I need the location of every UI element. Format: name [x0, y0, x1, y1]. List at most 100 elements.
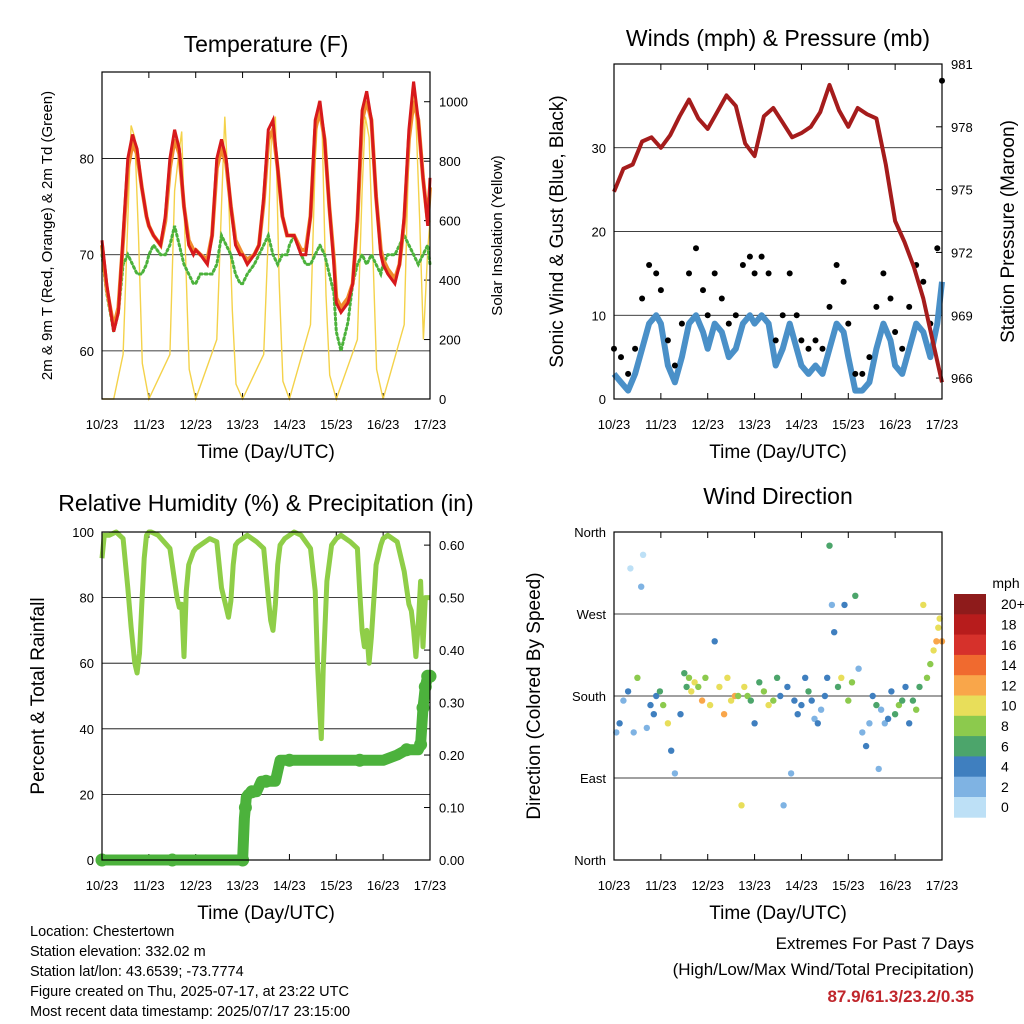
plot-frame: [613, 531, 943, 861]
direction-point: [727, 697, 735, 704]
y-axis-label: 2m & 9m T (Red, Orange) & 2m Td (Green): [39, 91, 56, 380]
y-tick-label: 20: [592, 225, 606, 240]
x-tick-label: 10/23: [86, 878, 119, 893]
direction-point: [798, 701, 805, 709]
direction-point: [884, 715, 892, 722]
gust-point: [880, 270, 887, 277]
direction-point: [824, 674, 831, 681]
direction-point: [685, 674, 693, 681]
direction-point: [760, 688, 768, 695]
colorbar-label: 6: [1001, 738, 1009, 754]
gust-point: [873, 303, 880, 310]
elevation-text: Station elevation: 332.02 m: [30, 944, 206, 960]
gust-point: [779, 312, 786, 319]
chart-title: Relative Humidity (%) & Precipitation (i…: [58, 490, 473, 516]
x-tick-label: 11/23: [133, 878, 165, 893]
direction-point: [828, 601, 836, 609]
gust-point: [700, 287, 706, 294]
gust-point: [711, 270, 718, 277]
y-tick-label: 0: [599, 392, 606, 407]
direction-point: [888, 688, 895, 695]
y-tick-label: North: [574, 853, 606, 868]
chart-title: Wind Direction: [703, 483, 853, 509]
location-text: Location: Chestertown: [30, 924, 175, 940]
y-tick-label: 80: [80, 591, 94, 606]
direction-point: [930, 647, 937, 654]
direction-point: [808, 697, 815, 704]
colorbar-label: 4: [1001, 759, 1009, 775]
x-tick-label: 10/23: [598, 417, 631, 432]
x-tick-label: 12/23: [179, 878, 212, 893]
y-tick-label: South: [572, 689, 606, 704]
y-right-tick-label: 200: [439, 333, 461, 348]
direction-point: [660, 701, 667, 709]
recent-timestamp-text: Most recent data timestamp: 2025/07/17 2…: [30, 1004, 351, 1020]
direction-point: [624, 688, 632, 695]
y-axis-label: Direction (Colored By Speed): [524, 572, 545, 819]
gust-point: [678, 320, 685, 327]
direction-point: [751, 720, 758, 727]
direction-point: [838, 674, 845, 681]
y-right-axis-label: Station Pressure (Maroon): [998, 120, 1019, 343]
precip-point: [238, 801, 252, 814]
direction-point: [811, 715, 818, 722]
gust-point: [786, 270, 793, 277]
gust-point: [826, 303, 833, 310]
direction-point: [744, 692, 751, 700]
gust-point: [892, 329, 899, 335]
direction-point: [683, 683, 690, 691]
colorbar: mph 20+ 18 16 14 12 10 8 6 4 2 0: [954, 575, 1024, 818]
gust-point: [852, 370, 859, 377]
x-tick-label: 13/23: [226, 878, 259, 893]
gust-point: [793, 312, 800, 319]
series-temp-2m: [100, 81, 432, 333]
y-right-tick-label: 600: [439, 214, 461, 229]
gust-point: [899, 345, 906, 352]
direction-point: [765, 701, 772, 709]
y-tick-label: North: [574, 525, 606, 540]
x-tick-label: 16/23: [879, 417, 912, 432]
gust-point: [618, 354, 624, 361]
colorbar-swatch: [954, 594, 986, 615]
x-tick-label: 14/23: [273, 417, 306, 432]
extremes-title: Extremes For Past 7 Days: [775, 934, 974, 953]
direction-point: [620, 697, 627, 704]
gust-point: [859, 370, 866, 377]
y-tick-label: 80: [80, 152, 94, 167]
y-tick-label: 40: [80, 722, 94, 737]
x-tick-label: 16/23: [879, 878, 912, 893]
gust-point: [866, 354, 873, 361]
colorbar-label: 12: [1001, 677, 1017, 693]
series-station-pressure: [612, 82, 944, 383]
direction-point: [638, 583, 645, 590]
x-tick-label: 11/23: [645, 417, 677, 432]
direction-point: [848, 679, 856, 686]
colorbar-swatch: [954, 797, 986, 818]
direction-point: [891, 711, 899, 718]
gust-point: [632, 345, 639, 352]
gust-point: [704, 312, 711, 319]
direction-point: [639, 551, 647, 558]
direction-point: [656, 688, 664, 695]
colorbar-swatch: [954, 776, 986, 798]
gust-point: [625, 370, 632, 377]
x-tick-label: 13/23: [738, 417, 771, 432]
x-tick-label: 16/23: [367, 878, 400, 893]
gust-point: [693, 245, 699, 252]
y-tick-label: 60: [80, 656, 94, 671]
direction-point: [831, 629, 838, 636]
direction-point: [821, 692, 829, 700]
direction-point: [916, 683, 923, 691]
y-tick-label: 70: [80, 248, 94, 263]
y-tick-label: 30: [592, 141, 606, 156]
gust-point: [725, 320, 732, 327]
plot-frame: [101, 531, 431, 861]
direction-point: [881, 720, 888, 727]
gust-point: [718, 295, 725, 302]
direction-point: [634, 674, 641, 681]
direction-point: [702, 674, 709, 681]
gust-point: [798, 337, 805, 344]
gust-point: [657, 287, 664, 294]
direction-point: [845, 697, 852, 704]
x-tick-label: 11/23: [133, 417, 165, 432]
